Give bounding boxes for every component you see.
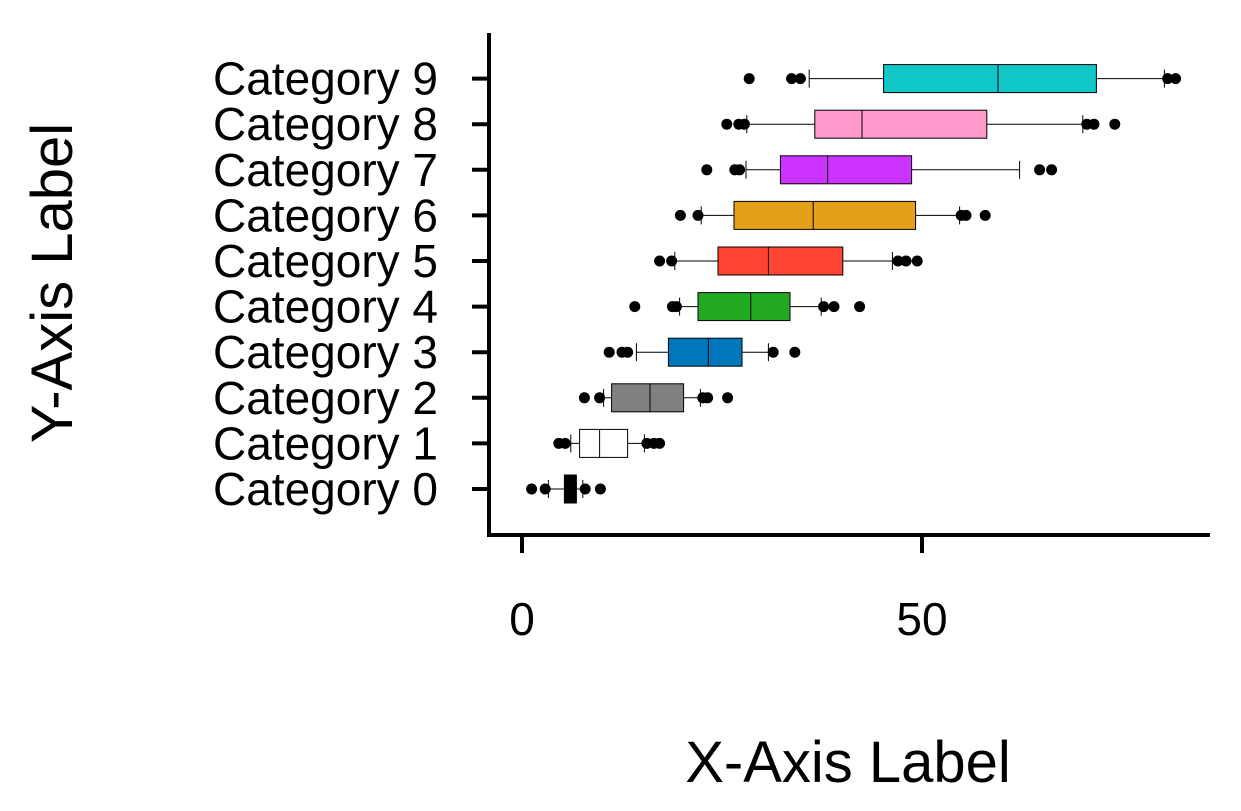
outlier-point: [526, 483, 538, 495]
iqr-box: [779, 155, 913, 185]
iqr-box: [697, 292, 791, 322]
iqr-box: [717, 246, 844, 276]
outlier-point: [1046, 164, 1058, 176]
outlier-point: [674, 209, 686, 221]
x-ticks: 0 50: [509, 535, 948, 645]
outlier-point: [579, 483, 591, 495]
category-label: Category 4: [213, 281, 438, 333]
box-5: [654, 246, 923, 276]
iqr-box: [814, 109, 988, 139]
outlier-point: [818, 301, 830, 313]
iqr-box: [611, 383, 685, 413]
outlier-point: [654, 255, 666, 267]
outlier-point: [692, 209, 704, 221]
outlier-point: [594, 392, 606, 404]
outlier-point: [701, 164, 713, 176]
category-label: Category 5: [213, 235, 438, 287]
category-label: Category 2: [213, 372, 438, 424]
x-tick-label: 0: [509, 593, 535, 645]
outlier-point: [594, 483, 606, 495]
box-1: [553, 428, 666, 458]
category-label: Category 7: [213, 144, 438, 196]
outlier-point: [786, 73, 798, 85]
outlier-point: [794, 73, 806, 85]
iqr-box: [883, 64, 1097, 94]
outlier-point: [828, 301, 840, 313]
outlier-point: [578, 392, 590, 404]
box-6: [674, 200, 991, 230]
outlier-point: [629, 301, 641, 313]
x-tick-label: 50: [896, 593, 947, 645]
outlier-point: [789, 346, 801, 358]
outlier-point: [702, 392, 714, 404]
outlier-point: [900, 255, 912, 267]
outlier-point: [738, 118, 750, 130]
category-label: Category 3: [213, 326, 438, 378]
outlier-point: [960, 209, 972, 221]
outlier-point: [722, 392, 734, 404]
outlier-point: [670, 301, 682, 313]
box-2: [578, 383, 734, 413]
outlier-point: [559, 437, 571, 449]
iqr-box: [579, 428, 629, 458]
box-7: [701, 155, 1058, 185]
outlier-point: [892, 255, 904, 267]
outlier-point: [911, 255, 923, 267]
outlier-point: [539, 483, 551, 495]
category-label: Category 0: [213, 463, 438, 515]
outlier-point: [767, 346, 779, 358]
category-label: Category 1: [213, 417, 438, 469]
outlier-point: [1162, 73, 1174, 85]
box-4: [629, 292, 866, 322]
category-label: Category 9: [213, 53, 438, 105]
outlier-point: [654, 437, 666, 449]
outlier-point: [979, 209, 991, 221]
outlier-point: [666, 255, 678, 267]
outlier-point: [721, 118, 733, 130]
outlier-point: [1088, 118, 1100, 130]
outlier-point: [743, 73, 755, 85]
plot-area: [526, 64, 1182, 504]
category-label: Category 6: [213, 189, 438, 241]
category-label: Category 8: [213, 98, 438, 150]
box-9: [743, 64, 1182, 94]
outlier-point: [603, 346, 615, 358]
box-0: [526, 474, 606, 504]
outlier-point: [1034, 164, 1046, 176]
outlier-point: [622, 346, 634, 358]
iqr-box: [733, 200, 917, 230]
x-axis-title: X-Axis Label: [685, 730, 1011, 795]
box-3: [603, 337, 801, 367]
box-8: [721, 109, 1121, 139]
y-axis-title: Y-Axis Label: [20, 123, 85, 443]
outlier-point: [1109, 118, 1121, 130]
outlier-point: [734, 164, 746, 176]
outlier-point: [854, 301, 866, 313]
outlier-point: [1170, 73, 1182, 85]
iqr-box: [667, 337, 743, 367]
